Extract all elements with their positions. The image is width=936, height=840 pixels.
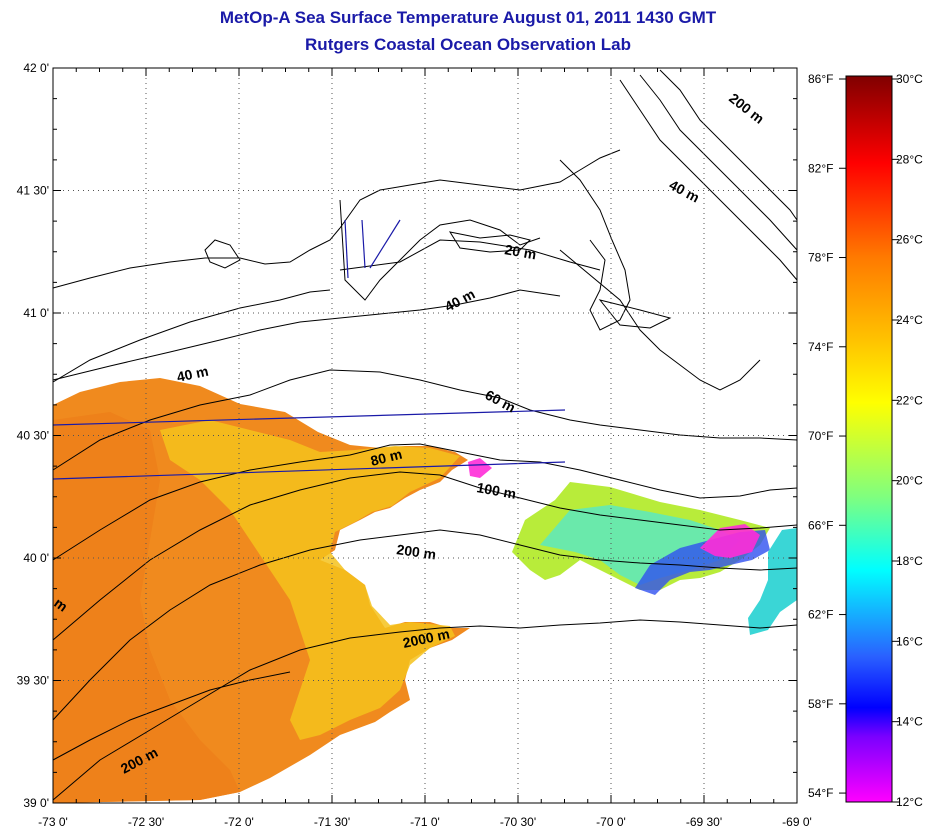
marthas-vineyard [448, 231, 531, 253]
y-tick-label: 40 30' [17, 429, 49, 443]
y-tick-label: 40 0' [23, 551, 49, 565]
colorbar-fahrenheit-label: 58°F [808, 697, 833, 711]
contour-100m [52, 471, 798, 641]
colorbar-fahrenheit-label: 82°F [808, 161, 833, 175]
transect-line-south [52, 461, 566, 480]
transect-line-north [52, 409, 566, 426]
grid-layer [53, 68, 797, 803]
x-axis: -73 0' -72 30' -72 0' -71 30' -71 0' -70 30' -… [38, 68, 812, 829]
long-island-south [52, 289, 331, 383]
colorbar-fahrenheit-label: 78°F [808, 251, 833, 265]
colorbar-celsius-label: 18°C [896, 554, 923, 568]
colorbar-ramp [845, 75, 893, 803]
colorbar-celsius-label: 14°C [896, 715, 923, 729]
sst-patch-yellow-inner [160, 420, 460, 740]
x-tick-label: -72 0' [224, 815, 254, 829]
sst-data-layer [53, 378, 797, 803]
transect-line-ri-1 [344, 219, 349, 279]
colorbar-fahrenheit-label: 70°F [808, 429, 833, 443]
contour-shelf-east-3 [659, 69, 798, 221]
y-tick-label: 39 30' [17, 674, 49, 688]
colorbar-celsius-label: 26°C [896, 233, 923, 247]
contour-20m-north [339, 239, 601, 271]
colorbar-celsius-label: 24°C [896, 313, 923, 327]
chart-title: MetOp-A Sea Surface Temperature August 0… [219, 8, 717, 27]
colorbar-fahrenheit-label: 74°F [808, 340, 833, 354]
transect-lines [52, 219, 566, 480]
transect-line-ri-2 [361, 219, 366, 269]
contour-label-40m-central: 40 m [442, 286, 478, 315]
colorbar-fahrenheit-labels: 86°F 82°F 78°F 74°F 70°F 66°F 62°F 58°F 54°F [808, 72, 846, 800]
x-tick-label: -70 0' [596, 815, 626, 829]
sound-islands [204, 239, 241, 269]
colorbar-celsius-labels: 30°C 28°C 26°C 24°C 22°C 20°C 18°C 16°C 14°C 12°C [892, 72, 923, 809]
colorbar-celsius-label: 16°C [896, 634, 923, 648]
contour-2000m [52, 619, 798, 801]
contour-label-20m: 20 m [503, 241, 537, 262]
cape-cod [559, 159, 631, 331]
x-tick-label: -72 30' [128, 815, 164, 829]
x-tick-label: -69 30' [686, 815, 722, 829]
x-tick-label: -73 0' [38, 815, 68, 829]
colorbar-celsius-label: 12°C [896, 795, 923, 809]
contour-80m [52, 443, 798, 561]
y-tick-label: 41 30' [17, 184, 49, 198]
contour-label-40m-west: 40 m [175, 363, 210, 385]
ct-coast [339, 149, 621, 229]
colorbar-celsius-label: 20°C [896, 474, 923, 488]
islands-nantucket [559, 249, 761, 391]
contour-200m [52, 529, 798, 721]
sst-patch-far-east [748, 528, 797, 635]
contour-label-40m-ne: 40 m [667, 177, 703, 206]
contour-60m [52, 369, 798, 471]
chart-subtitle: Rutgers Coastal Ocean Observation Lab [305, 35, 631, 54]
y-tick-label: 39 0' [23, 796, 49, 810]
x-tick-label: -69 0' [782, 815, 812, 829]
colorbar: 30°C 28°C 26°C 24°C 22°C 20°C 18°C 16°C 14°C 12°C… [808, 72, 923, 809]
nantucket [598, 299, 672, 329]
colorbar-fahrenheit-label: 62°F [808, 608, 833, 622]
contour-label-100m: 100 m [475, 479, 517, 502]
coastline-layer [52, 149, 761, 391]
x-tick-label: -71 30' [314, 815, 350, 829]
colorbar-celsius-label: 28°C [896, 152, 923, 166]
contour-label-200m-ne: 200 m [726, 90, 767, 127]
colorbar-fahrenheit-label: 66°F [808, 518, 833, 532]
contour-shelf-east-2 [639, 74, 798, 251]
contour-label-200m: 200 m [396, 541, 438, 562]
contour-shelf-east [619, 79, 798, 281]
y-tick-label: 41 0' [23, 306, 49, 320]
colorbar-celsius-label: 22°C [896, 393, 923, 407]
colorbar-fahrenheit-label: 86°F [808, 72, 833, 86]
long-island-coast [52, 227, 341, 289]
bathymetry-contours [52, 69, 798, 801]
contour-200m-sw [52, 671, 291, 761]
contour-label-80m: 80 m [369, 446, 404, 469]
sst-front-magenta [700, 524, 760, 558]
y-axis: 39 0' 39 30' 40 0' 40 30' 41 0' 41 30' 42 0' [17, 61, 797, 810]
y-tick-label: 42 0' [23, 61, 49, 75]
contour-label-60m: 60 m [483, 387, 519, 416]
contour-40m-north [52, 289, 561, 381]
x-tick-label: -71 0' [410, 815, 440, 829]
x-tick-label: -70 30' [500, 815, 536, 829]
transect-line-ri-3 [369, 219, 401, 269]
sst-patch-orange-core [53, 412, 240, 803]
colorbar-fahrenheit-label: 54°F [808, 786, 833, 800]
colorbar-celsius-label: 30°C [896, 72, 923, 86]
sst-patch-magenta-north [468, 458, 492, 478]
